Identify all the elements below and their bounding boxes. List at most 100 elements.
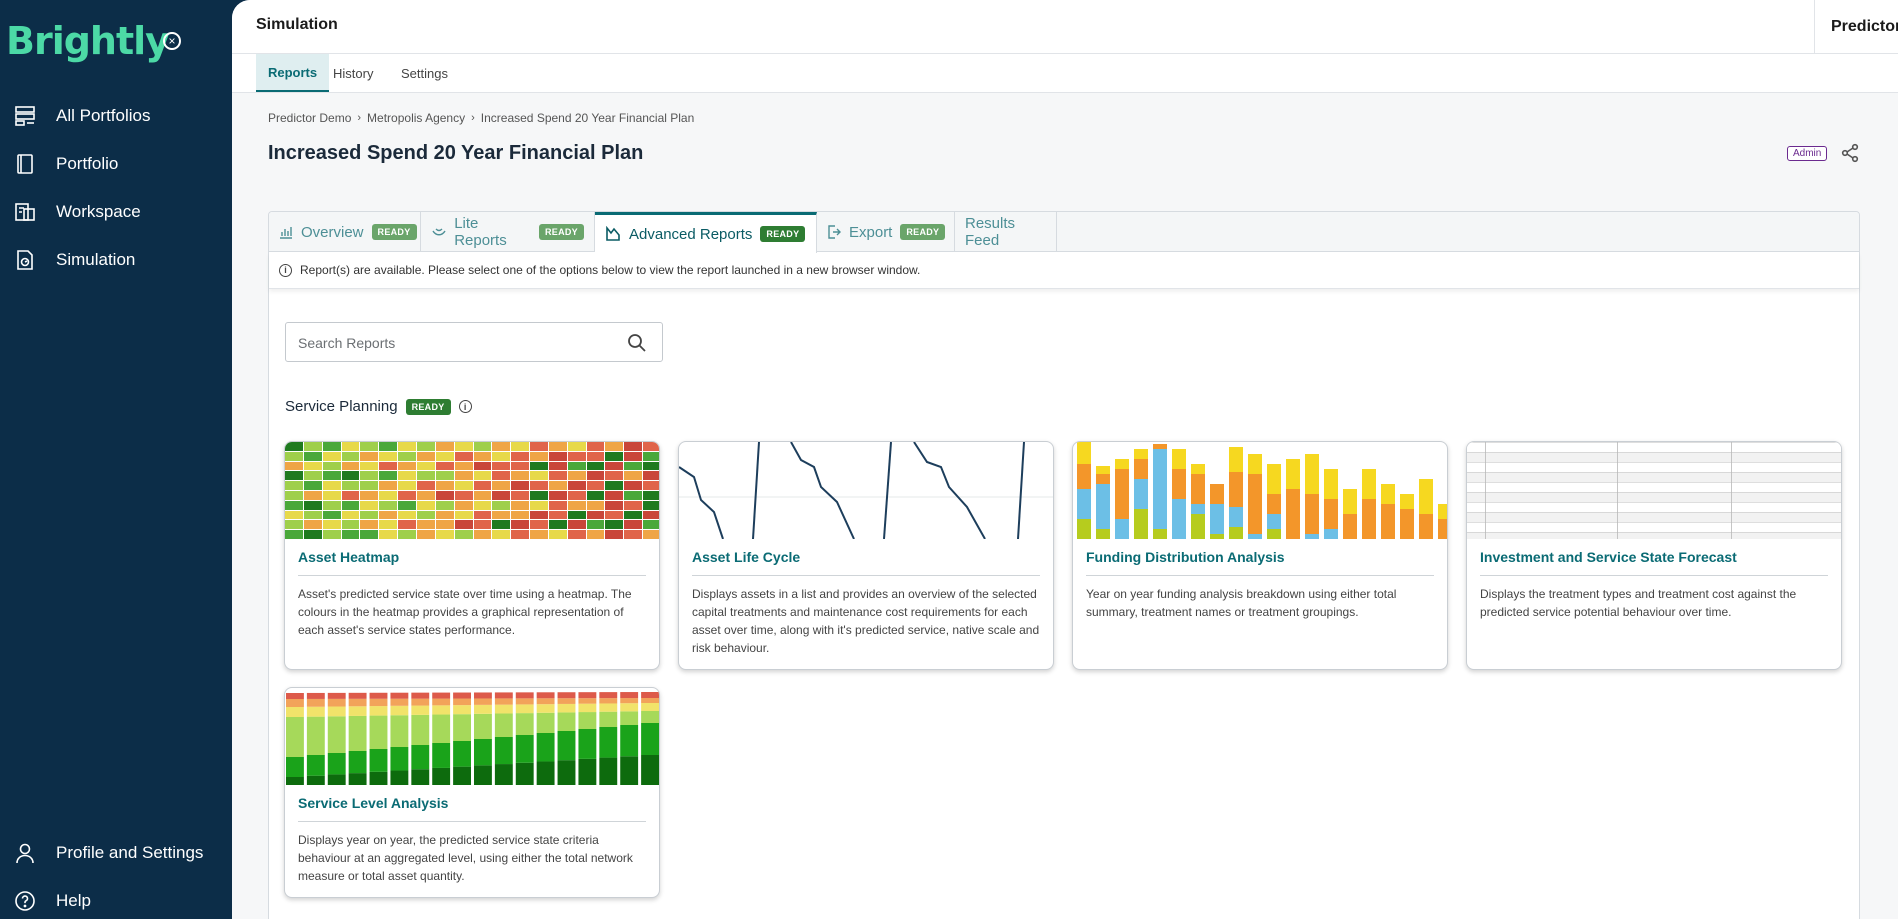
tab-lite-reports[interactable]: Lite Reports READY [421, 212, 595, 252]
search-icon[interactable] [626, 332, 648, 354]
breadcrumb-separator-icon: › [471, 112, 475, 124]
funding-thumbnail [1073, 442, 1447, 539]
breadcrumb-item[interactable]: Predictor Demo [268, 111, 352, 125]
sidebar-item-simulation[interactable]: Simulation [0, 240, 232, 280]
heatmap-cell [416, 491, 435, 500]
service-level-bar-segment [515, 692, 534, 699]
tab-overview[interactable]: Overview READY [269, 212, 421, 252]
heatmap-cell [360, 481, 379, 490]
report-card-asset-life-cycle[interactable]: Asset Life Cycle Displays assets in a li… [678, 441, 1054, 670]
heatmap-cell [285, 442, 303, 451]
service-level-bar-segment [515, 704, 534, 714]
service-level-bar-segment [286, 777, 304, 785]
card-divider [1086, 575, 1434, 576]
heatmap-cell [303, 510, 322, 520]
funding-bar-segment [1248, 534, 1262, 539]
sidebar-item-workspace[interactable]: Workspace [0, 192, 232, 232]
service-level-bar-segment [327, 753, 346, 775]
report-card-asset-heatmap[interactable]: Asset Heatmap Asset's predicted service … [284, 441, 660, 670]
collapse-sidebar-icon[interactable]: × [163, 32, 181, 50]
heatmap-cell [492, 530, 511, 539]
table-row [1467, 502, 1841, 512]
heatmap-cell [303, 461, 322, 471]
heatmap-cell [435, 520, 454, 530]
main-content: Simulation Predictor Reports History Set… [232, 0, 1898, 919]
breadcrumb-item: Increased Spend 20 Year Financial Plan [480, 111, 695, 125]
heatmap-cell [435, 451, 454, 461]
breadcrumb-item[interactable]: Metropolis Agency [367, 111, 466, 125]
funding-bar-segment [1438, 519, 1447, 539]
subtab-history[interactable]: History [333, 65, 374, 81]
table-gridline [1467, 462, 1841, 463]
funding-bar-segment [1134, 449, 1148, 459]
service-level-bar-segment [432, 743, 451, 768]
service-level-bar-segment [453, 766, 471, 785]
heatmap-cell [454, 520, 473, 530]
service-level-bar-segment [641, 692, 659, 698]
heatmap-cell [341, 442, 360, 451]
heatmap-cell [530, 471, 548, 481]
service-level-bar-segment [306, 698, 325, 707]
overview-icon [279, 224, 293, 240]
service-level-bar-segment [411, 705, 430, 715]
brightly-logo[interactable]: Brightly [6, 16, 170, 66]
funding-bar-segment [1210, 504, 1224, 534]
subtab-reports[interactable]: Reports [256, 54, 330, 92]
service-level-bar-segment [536, 704, 555, 713]
subtab-settings[interactable]: Settings [401, 65, 448, 81]
heatmap-cell [511, 500, 530, 510]
sidebar-item-profile-settings[interactable]: Profile and Settings [0, 833, 232, 873]
sidebar-item-help[interactable]: Help [0, 881, 232, 919]
funding-bar-segment [1267, 529, 1281, 539]
service-level-bar-segment [369, 715, 388, 749]
sidebar-item-portfolio[interactable]: Portfolio [0, 144, 232, 184]
sidebar-item-label: Portfolio [56, 154, 119, 173]
funding-bar-segment [1096, 529, 1110, 539]
funding-bar-segment [1381, 504, 1395, 539]
info-icon[interactable]: i [458, 400, 472, 413]
funding-bar-segment [1248, 474, 1262, 534]
card-description: Displays assets in a list and provides a… [692, 587, 1040, 655]
heatmap-cell [416, 451, 435, 461]
heatmap-cell [398, 530, 416, 539]
funding-bar-segment [1134, 479, 1148, 509]
ready-badge: READY [538, 224, 584, 240]
heatmap-cell [605, 481, 624, 490]
heatmap-cell [624, 451, 643, 461]
service-level-bar-segment [578, 729, 597, 759]
heatmap-cell [360, 461, 379, 471]
service-level-bar-segment [306, 775, 325, 785]
heatmap-cell [341, 520, 360, 530]
heatmap-cell [322, 461, 341, 471]
heatmap-cell [379, 461, 398, 471]
report-card-funding-distribution[interactable]: Funding Distribution Analysis Year on ye… [1072, 441, 1448, 670]
service-level-bar-segment [432, 698, 451, 706]
heatmap-cell [586, 530, 605, 539]
heatmap-cell [454, 442, 473, 451]
heatmap-cell [341, 510, 360, 520]
topbar: Simulation Predictor [232, 0, 1898, 54]
service-level-bar-segment [536, 761, 555, 785]
heatmap-cell [605, 461, 624, 471]
heatmap-cell [567, 481, 586, 490]
service-level-bar-segment [578, 703, 597, 713]
funding-bar-segment [1191, 514, 1205, 539]
report-card-service-level-analysis[interactable]: Service Level Analysis Displays year on … [284, 687, 660, 898]
funding-bar-segment [1096, 484, 1110, 529]
heatmap-cell [341, 451, 360, 461]
service-level-bar-segment [369, 706, 388, 716]
predictor-menu[interactable]: Predictor [1814, 0, 1898, 54]
sidebar-item-all-portfolios[interactable]: All Portfolios [0, 96, 232, 136]
sidebar-item-label: Simulation [56, 250, 136, 269]
tab-advanced-reports[interactable]: Advanced Reports READY [595, 212, 817, 253]
search-input[interactable] [298, 333, 618, 353]
service-level-bar-segment [286, 757, 304, 777]
tab-results-feed[interactable]: Results Feed [955, 212, 1057, 252]
service-level-bar-segment [411, 714, 430, 745]
heatmap-cell [398, 481, 416, 490]
tab-export[interactable]: Export READY [817, 212, 955, 252]
share-icon[interactable] [1840, 143, 1860, 163]
heatmap-cell [360, 510, 379, 520]
heatmap-cell [398, 442, 416, 451]
report-card-investment-forecast[interactable]: Investment and Service State Forecast Di… [1466, 441, 1842, 670]
